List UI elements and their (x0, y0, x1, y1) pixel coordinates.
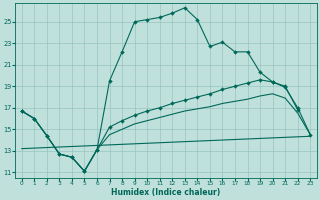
X-axis label: Humidex (Indice chaleur): Humidex (Indice chaleur) (111, 188, 220, 197)
